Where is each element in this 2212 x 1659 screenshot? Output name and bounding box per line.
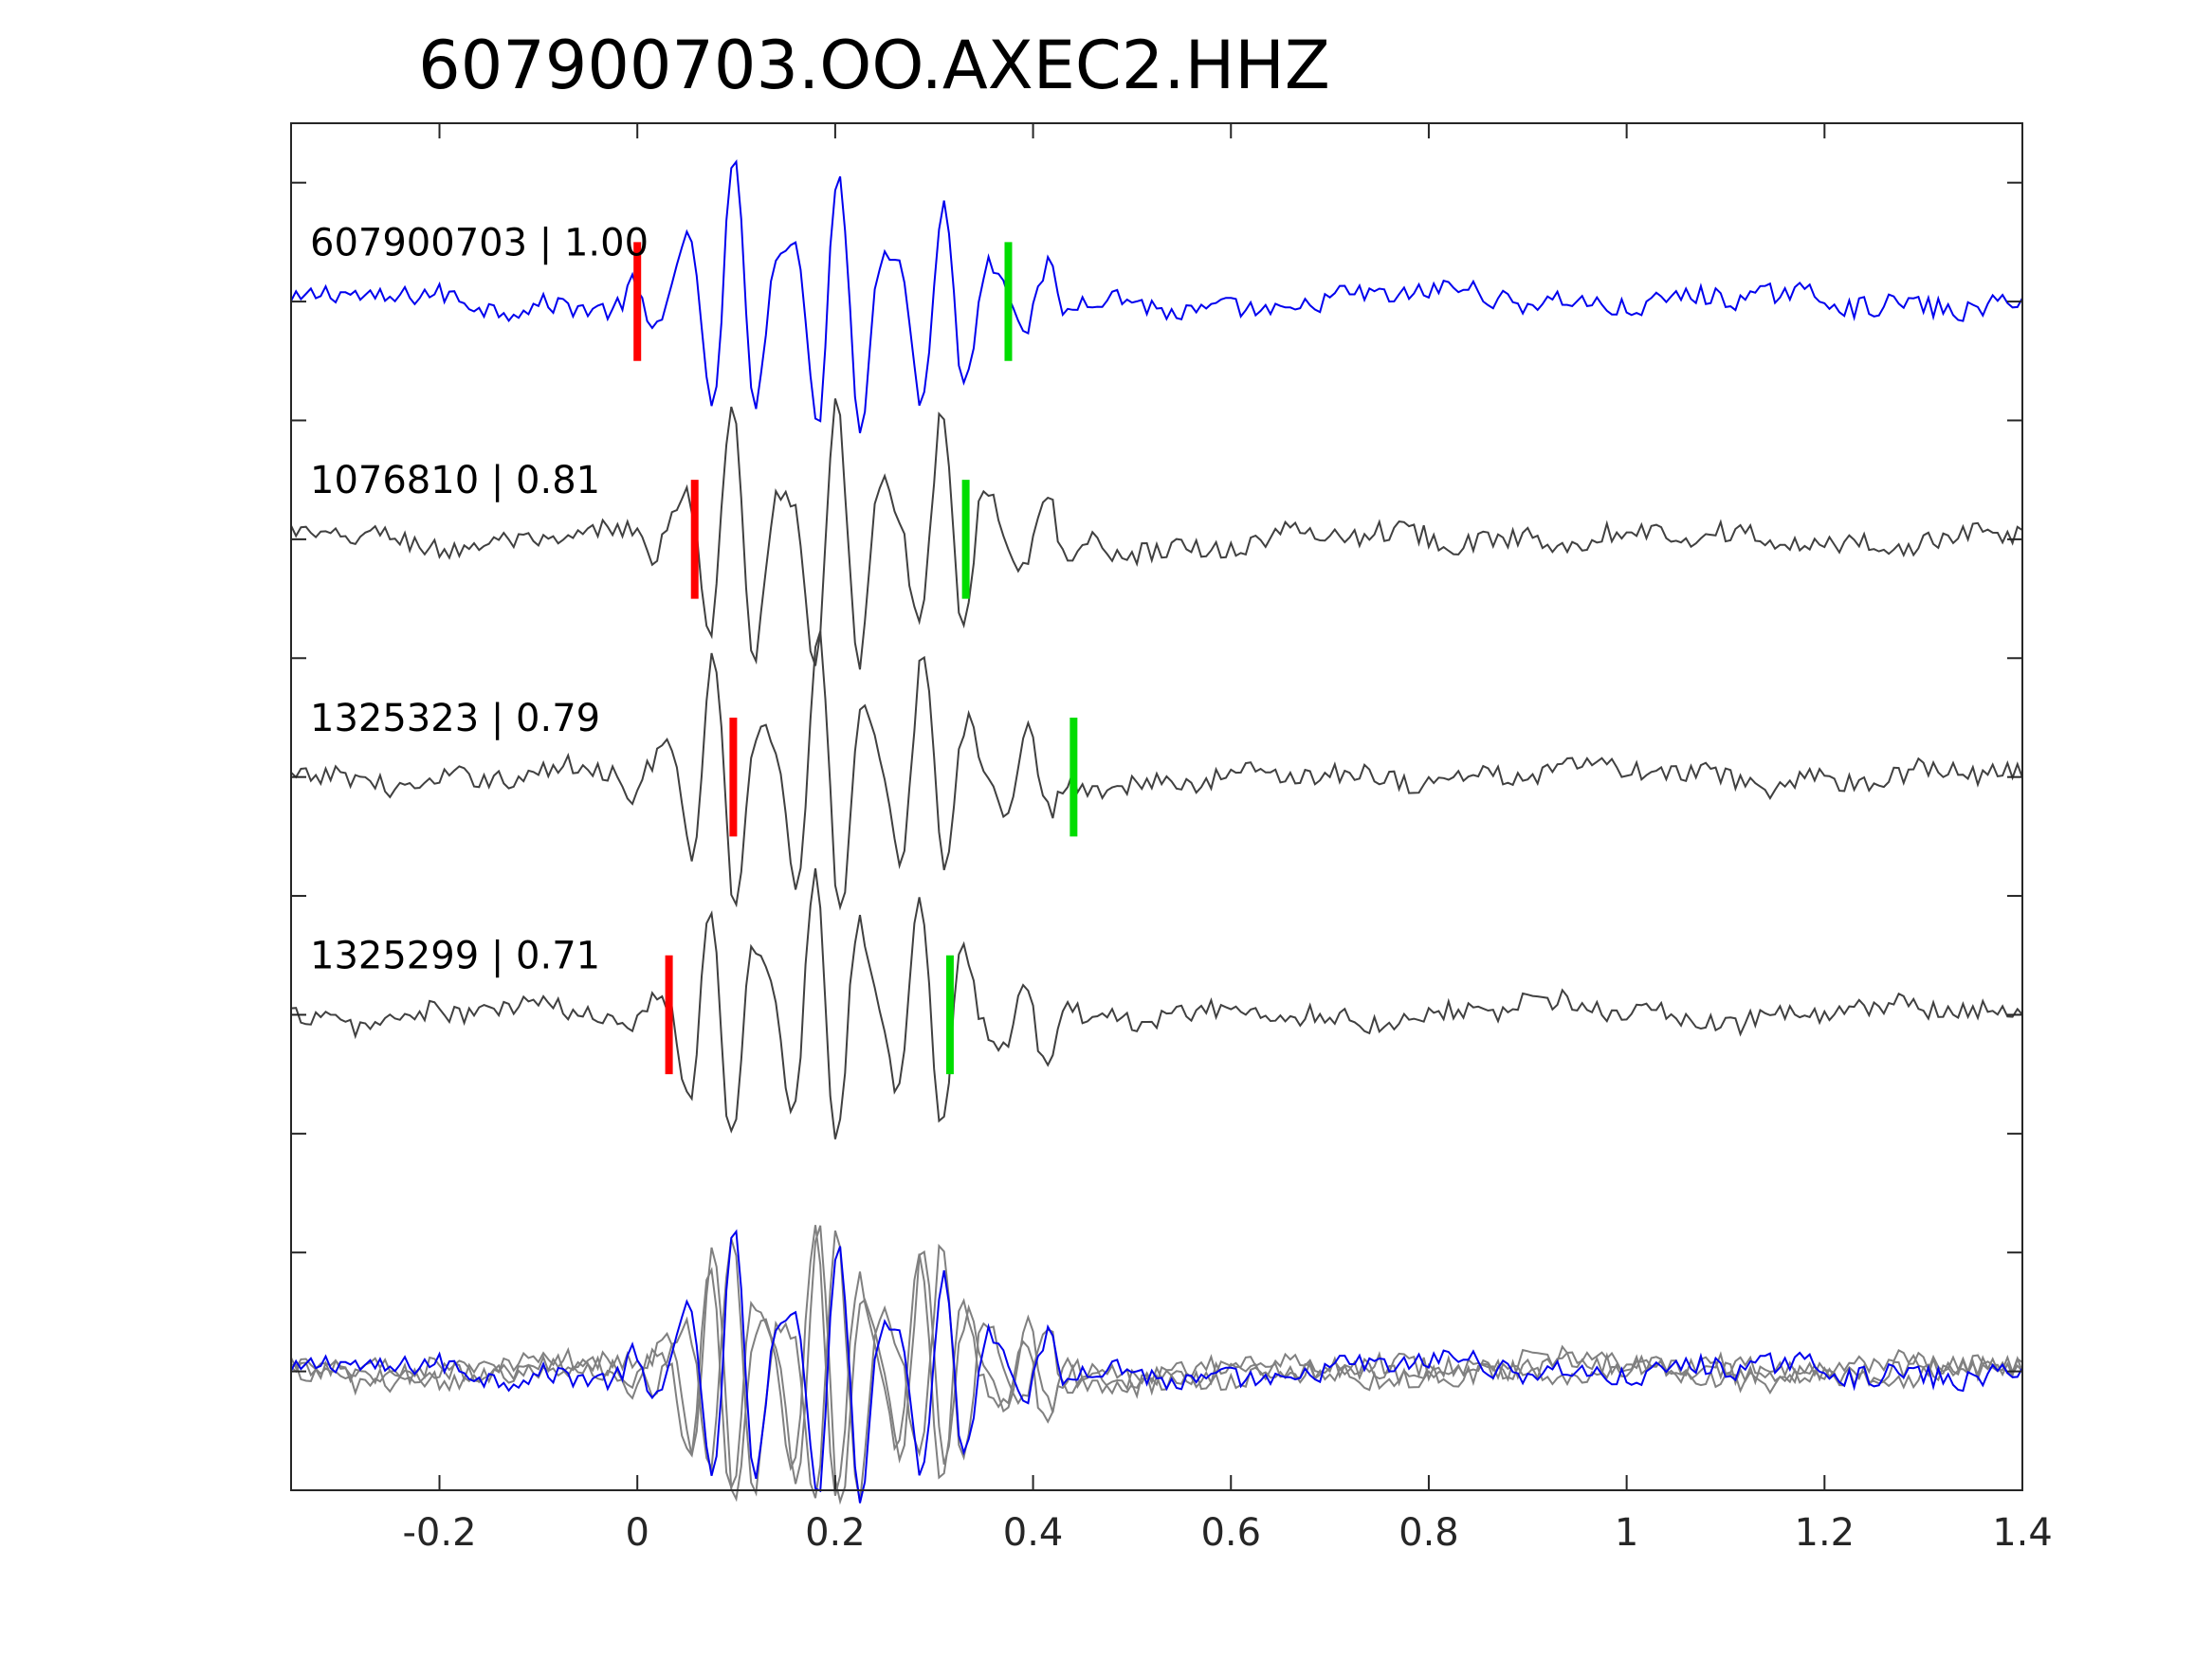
trace-label-1325299: 1325299 | 0.71 bbox=[310, 935, 600, 978]
x-tick-label: 0.6 bbox=[1200, 1511, 1261, 1555]
trace-label-1076810: 1076810 | 0.81 bbox=[310, 459, 600, 502]
overlay-trace-1325299 bbox=[290, 1225, 2023, 1497]
chart-title: 607900703.OO.AXEC2.HHZ bbox=[418, 27, 1330, 104]
overlay-trace-1325323 bbox=[290, 1225, 2023, 1505]
x-tick-label: 0.2 bbox=[805, 1511, 866, 1555]
x-tick-label: 0 bbox=[625, 1511, 649, 1555]
plot-axes: -0.2 0 0.2 0.4 0.6 0.8 1 1.2 1.4 bbox=[290, 122, 2053, 1555]
waveform-trace-1325323 bbox=[290, 630, 2023, 911]
waveform-trace-1076810 bbox=[290, 398, 2023, 670]
x-tick-label: 0.8 bbox=[1398, 1511, 1459, 1555]
x-tick-label: 1.2 bbox=[1795, 1511, 1856, 1555]
trace-label-607900703: 607900703 | 1.00 bbox=[310, 221, 649, 264]
trace-label-group: 607900703 | 1.00 1076810 | 0.81 1325323 | … bbox=[310, 221, 649, 977]
x-tick-label: 1.4 bbox=[1992, 1511, 2053, 1555]
trace-label-1325323: 1325323 | 0.79 bbox=[310, 697, 600, 740]
x-tick-label: -0.2 bbox=[402, 1511, 476, 1555]
waveform-trace-1325299 bbox=[290, 867, 2023, 1139]
waveform-trace-607900703 bbox=[290, 158, 2023, 434]
x-tick-label: 0.4 bbox=[1003, 1511, 1064, 1555]
overlay-trace-607900703 bbox=[290, 1229, 2023, 1504]
x-tick-label: 1 bbox=[1615, 1511, 1638, 1555]
axes-frame bbox=[290, 122, 2023, 1491]
phase-pick-group bbox=[633, 242, 1078, 1075]
trace-group bbox=[290, 158, 2023, 1505]
